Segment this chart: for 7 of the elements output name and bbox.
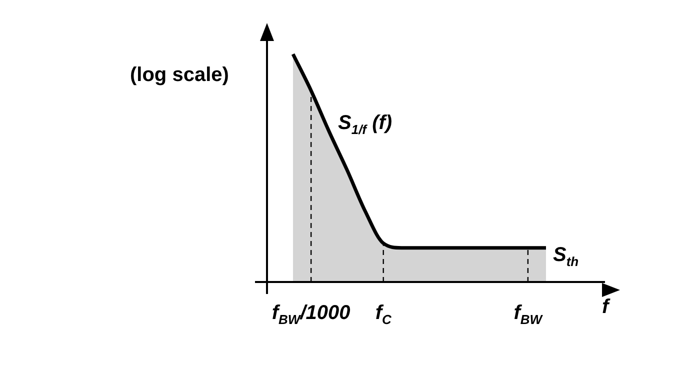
annotation: S$_{1/f}$ (f) bbox=[338, 112, 392, 137]
x-tick-label: f$_{C}$ bbox=[375, 302, 392, 327]
y-axis-title: (log scale) bbox=[130, 64, 229, 87]
x-tick-label: f$_{BW}$/1000 bbox=[272, 302, 350, 327]
x-tick-label: f$_{BW}$ bbox=[514, 302, 542, 327]
x-axis-title: f bbox=[602, 296, 609, 319]
annotation: S$_{th}$ bbox=[553, 244, 579, 269]
